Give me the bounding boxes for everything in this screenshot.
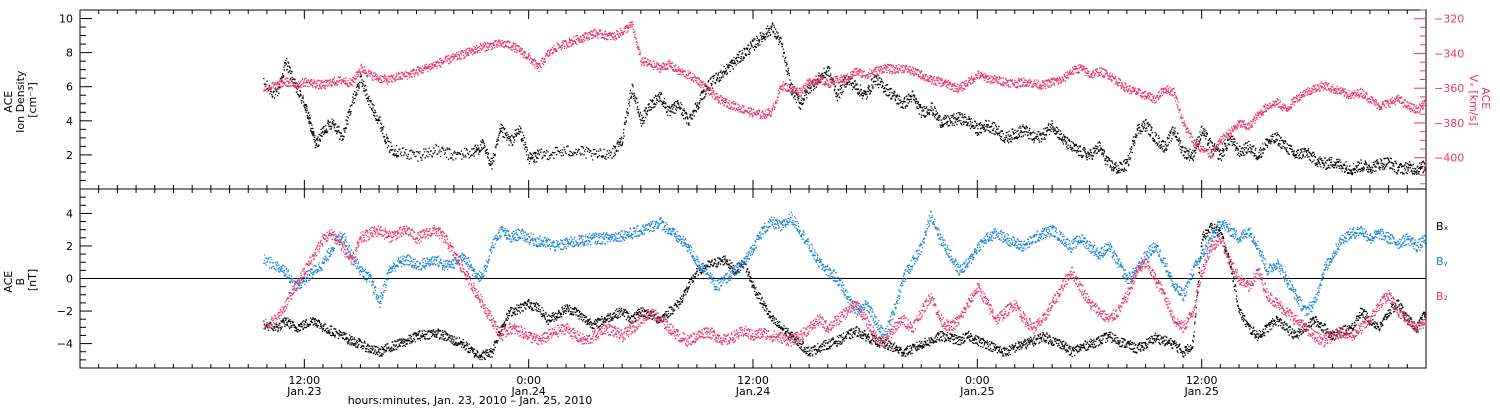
series-points	[263, 222, 1427, 361]
top-series-layer	[263, 21, 1427, 176]
x-tick-date: Jan.25	[959, 385, 994, 398]
x-tick-label: 12:00 Jan.25	[1183, 374, 1218, 398]
vx-label-line-2: Vₓ [km/s]	[1467, 74, 1480, 125]
right-tick-label: −340	[1434, 47, 1464, 60]
left-tick-label: −4	[57, 338, 73, 351]
series-points	[263, 22, 1427, 176]
left-tick-label: 4	[66, 207, 73, 220]
series-left	[263, 22, 1427, 176]
field-label-line-2: B	[14, 278, 27, 286]
legend-entry: Bₓ	[1436, 220, 1449, 233]
series-Bₓ	[263, 222, 1427, 361]
legend-entry: Bᵧ	[1436, 255, 1448, 268]
ion-density-label-line-1: ACE	[2, 91, 15, 113]
x-tick-date: Jan.25	[1183, 385, 1218, 398]
x-tick-label: 0:00 Jan.25	[959, 374, 994, 398]
x-tick-label: 12:00 Jan.23	[286, 374, 321, 398]
right-tick-label: −380	[1434, 117, 1464, 130]
vx-label-line-1: ACE	[1479, 87, 1492, 109]
x-tick-date: Jan.23	[286, 385, 321, 398]
bottom-left-axis: −4 −2 0 2 4	[57, 188, 92, 369]
magnetic-field-panel: −4 −2 0 2 4 ACE B [nT] Bₓ Bᵧ B₂	[2, 188, 1449, 369]
series-points	[263, 224, 1427, 349]
series-right	[263, 21, 1427, 159]
density-velocity-panel: 2 4 6 8 10 −320 −340 −360 −380 −400 ACE Ion Dens…	[2, 9, 1492, 190]
x-tick-time: 0:00	[516, 374, 541, 387]
left-tick-label: 10	[59, 13, 73, 26]
top-x-axis-ticks	[79, 10, 1427, 189]
field-legend: Bₓ Bᵧ B₂	[1436, 220, 1449, 303]
ion-density-label-line-3: [cm⁻³]	[26, 82, 39, 118]
field-label-line-1: ACE	[2, 271, 15, 293]
x-tick-time: 12:00	[737, 374, 769, 387]
right-tick-label: −360	[1434, 82, 1464, 95]
top-plot-frame	[79, 9, 1427, 190]
left-tick-label: 2	[66, 240, 73, 253]
x-tick-time: 12:00	[288, 374, 320, 387]
x-tick-date: Jan.24	[510, 385, 545, 398]
left-tick-label: −2	[57, 305, 73, 318]
left-tick-label: 6	[66, 81, 73, 94]
top-left-axis: 2 4 6 8 10	[59, 9, 92, 190]
x-tick-label: 12:00 Jan.24	[735, 374, 770, 398]
x-tick-label: 0:00 Jan.24	[510, 374, 545, 398]
right-tick-label: −400	[1434, 152, 1464, 165]
ion-density-axis-title: ACE Ion Density [cm⁻³]	[2, 67, 39, 133]
ion-density-label-line-2: Ion Density	[14, 70, 27, 133]
legend-entry: B₂	[1436, 290, 1448, 303]
series-points	[263, 21, 1427, 159]
right-tick-label: −320	[1434, 13, 1464, 26]
x-tick-date: Jan.24	[735, 385, 770, 398]
bottom-series-layer	[263, 211, 1427, 361]
left-tick-label: 8	[66, 47, 73, 60]
left-tick-label: 2	[66, 149, 73, 162]
left-tick-label: 0	[66, 273, 73, 286]
vx-axis-title: ACE Vₓ [km/s]	[1467, 74, 1492, 125]
field-label-line-3: [nT]	[26, 269, 39, 291]
x-axis-title: hours:minutes, Jan. 23, 2010 – Jan. 25, …	[348, 394, 593, 407]
x-tick-time: 0:00	[965, 374, 990, 387]
x-tick-time: 12:00	[1186, 374, 1218, 387]
left-tick-label: 4	[66, 115, 73, 128]
magnetic-field-axis-title: ACE B [nT]	[2, 267, 39, 292]
top-right-axis: −320 −340 −360 −380 −400	[1414, 9, 1464, 185]
bottom-x-axis-ticks	[79, 189, 1427, 368]
series-B₂	[263, 224, 1427, 349]
